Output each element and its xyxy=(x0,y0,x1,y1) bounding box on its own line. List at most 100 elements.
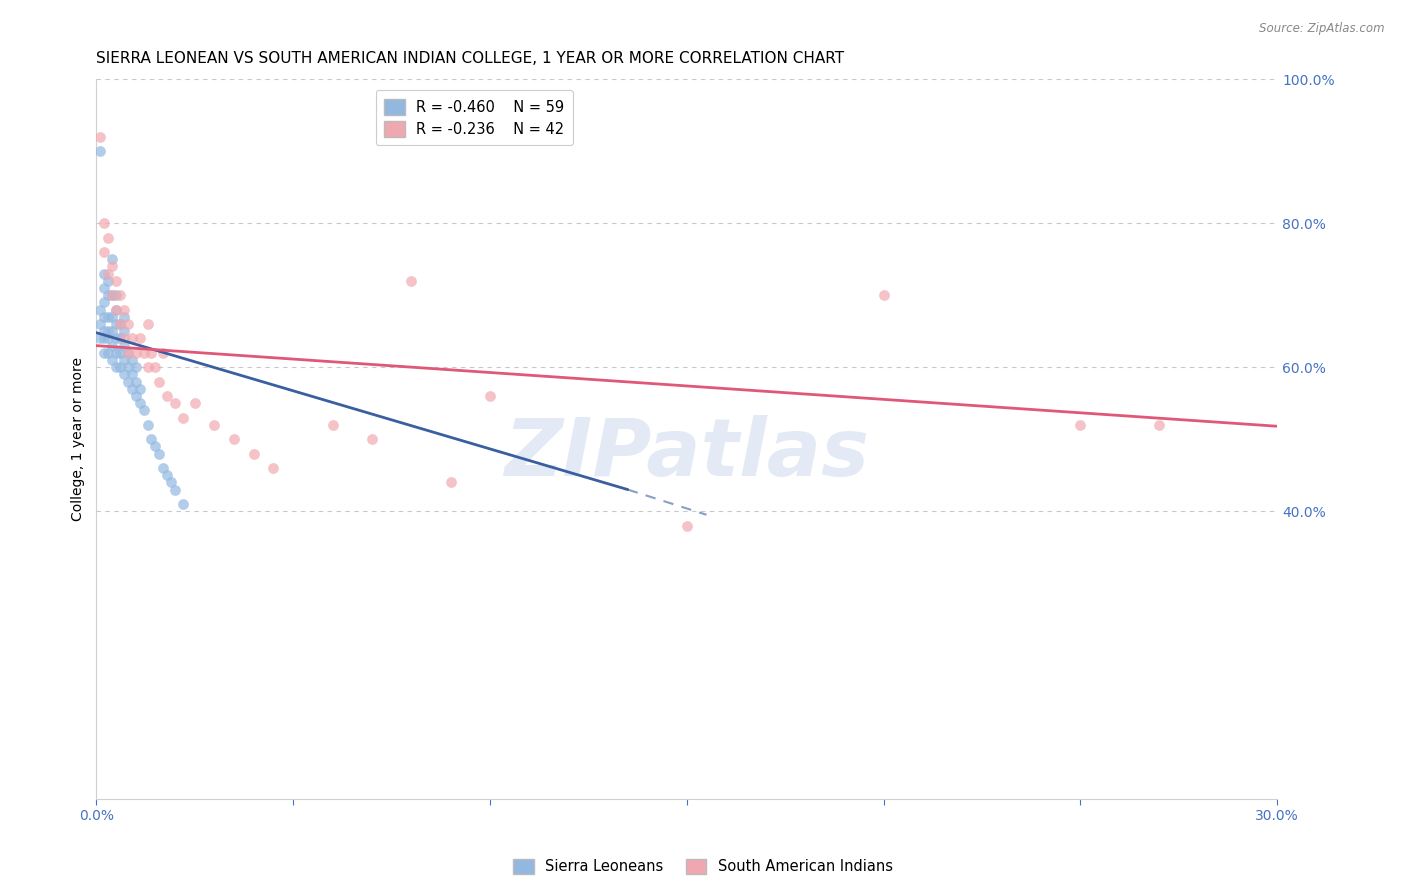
Legend: Sierra Leoneans, South American Indians: Sierra Leoneans, South American Indians xyxy=(508,853,898,880)
Point xyxy=(165,483,187,497)
Point xyxy=(105,302,128,317)
Point xyxy=(108,317,131,331)
Point xyxy=(121,353,143,368)
Point xyxy=(117,375,139,389)
Point xyxy=(125,346,148,360)
Point xyxy=(322,417,344,432)
Point xyxy=(89,145,111,159)
Point xyxy=(263,461,285,475)
Point xyxy=(105,288,128,302)
Point xyxy=(128,382,150,396)
Text: SIERRA LEONEAN VS SOUTH AMERICAN INDIAN COLLEGE, 1 YEAR OR MORE CORRELATION CHAR: SIERRA LEONEAN VS SOUTH AMERICAN INDIAN … xyxy=(97,51,845,66)
Point xyxy=(872,288,894,302)
Point xyxy=(108,331,131,345)
Point xyxy=(125,389,148,403)
Point xyxy=(105,302,128,317)
Point xyxy=(145,360,167,375)
Point xyxy=(105,331,128,345)
Point xyxy=(101,260,124,274)
Point xyxy=(89,302,111,317)
Point xyxy=(125,360,148,375)
Point xyxy=(224,432,246,446)
Point xyxy=(132,346,155,360)
Point xyxy=(101,324,124,338)
Point xyxy=(93,331,115,345)
Point xyxy=(1147,417,1170,432)
Point xyxy=(101,338,124,352)
Point xyxy=(112,338,135,352)
Point xyxy=(156,389,179,403)
Point xyxy=(361,432,384,446)
Point xyxy=(165,396,187,410)
Point xyxy=(121,331,143,345)
Legend: R = -0.460    N = 59, R = -0.236    N = 42: R = -0.460 N = 59, R = -0.236 N = 42 xyxy=(375,90,574,145)
Point xyxy=(117,346,139,360)
Point xyxy=(105,317,128,331)
Point xyxy=(93,245,115,260)
Point xyxy=(479,389,502,403)
Point xyxy=(97,230,120,244)
Point xyxy=(148,375,170,389)
Point xyxy=(172,410,194,425)
Point xyxy=(121,382,143,396)
Point xyxy=(97,310,120,324)
Point xyxy=(112,353,135,368)
Point xyxy=(101,353,124,368)
Point xyxy=(141,346,163,360)
Point xyxy=(145,439,167,453)
Point xyxy=(128,331,150,345)
Point xyxy=(117,346,139,360)
Point xyxy=(105,346,128,360)
Point xyxy=(675,518,697,533)
Point xyxy=(89,130,111,145)
Point xyxy=(108,317,131,331)
Point xyxy=(401,274,423,288)
Point xyxy=(136,360,159,375)
Point xyxy=(101,288,124,302)
Point xyxy=(141,432,163,446)
Point xyxy=(112,324,135,338)
Point xyxy=(125,375,148,389)
Point xyxy=(105,274,128,288)
Point xyxy=(136,417,159,432)
Point xyxy=(112,302,135,317)
Text: ZIPatlas: ZIPatlas xyxy=(505,415,869,492)
Point xyxy=(132,403,155,417)
Point xyxy=(152,346,174,360)
Point xyxy=(117,317,139,331)
Point xyxy=(93,295,115,310)
Point xyxy=(101,288,124,302)
Point xyxy=(105,360,128,375)
Point xyxy=(89,331,111,345)
Point xyxy=(93,267,115,281)
Point xyxy=(112,368,135,382)
Point xyxy=(101,252,124,267)
Point xyxy=(136,317,159,331)
Point xyxy=(101,310,124,324)
Point xyxy=(172,497,194,511)
Point xyxy=(93,324,115,338)
Point xyxy=(108,346,131,360)
Point xyxy=(148,447,170,461)
Point xyxy=(156,468,179,483)
Point xyxy=(89,317,111,331)
Point xyxy=(117,360,139,375)
Point xyxy=(97,331,120,345)
Point xyxy=(204,417,226,432)
Point xyxy=(97,346,120,360)
Point xyxy=(243,447,266,461)
Point xyxy=(97,267,120,281)
Point xyxy=(112,310,135,324)
Point xyxy=(152,461,174,475)
Point xyxy=(93,281,115,295)
Point xyxy=(93,310,115,324)
Point xyxy=(128,396,150,410)
Point xyxy=(93,346,115,360)
Point xyxy=(97,274,120,288)
Point xyxy=(440,475,463,490)
Point xyxy=(97,324,120,338)
Point xyxy=(160,475,183,490)
Point xyxy=(97,288,120,302)
Y-axis label: College, 1 year or more: College, 1 year or more xyxy=(72,357,86,521)
Text: Source: ZipAtlas.com: Source: ZipAtlas.com xyxy=(1260,22,1385,36)
